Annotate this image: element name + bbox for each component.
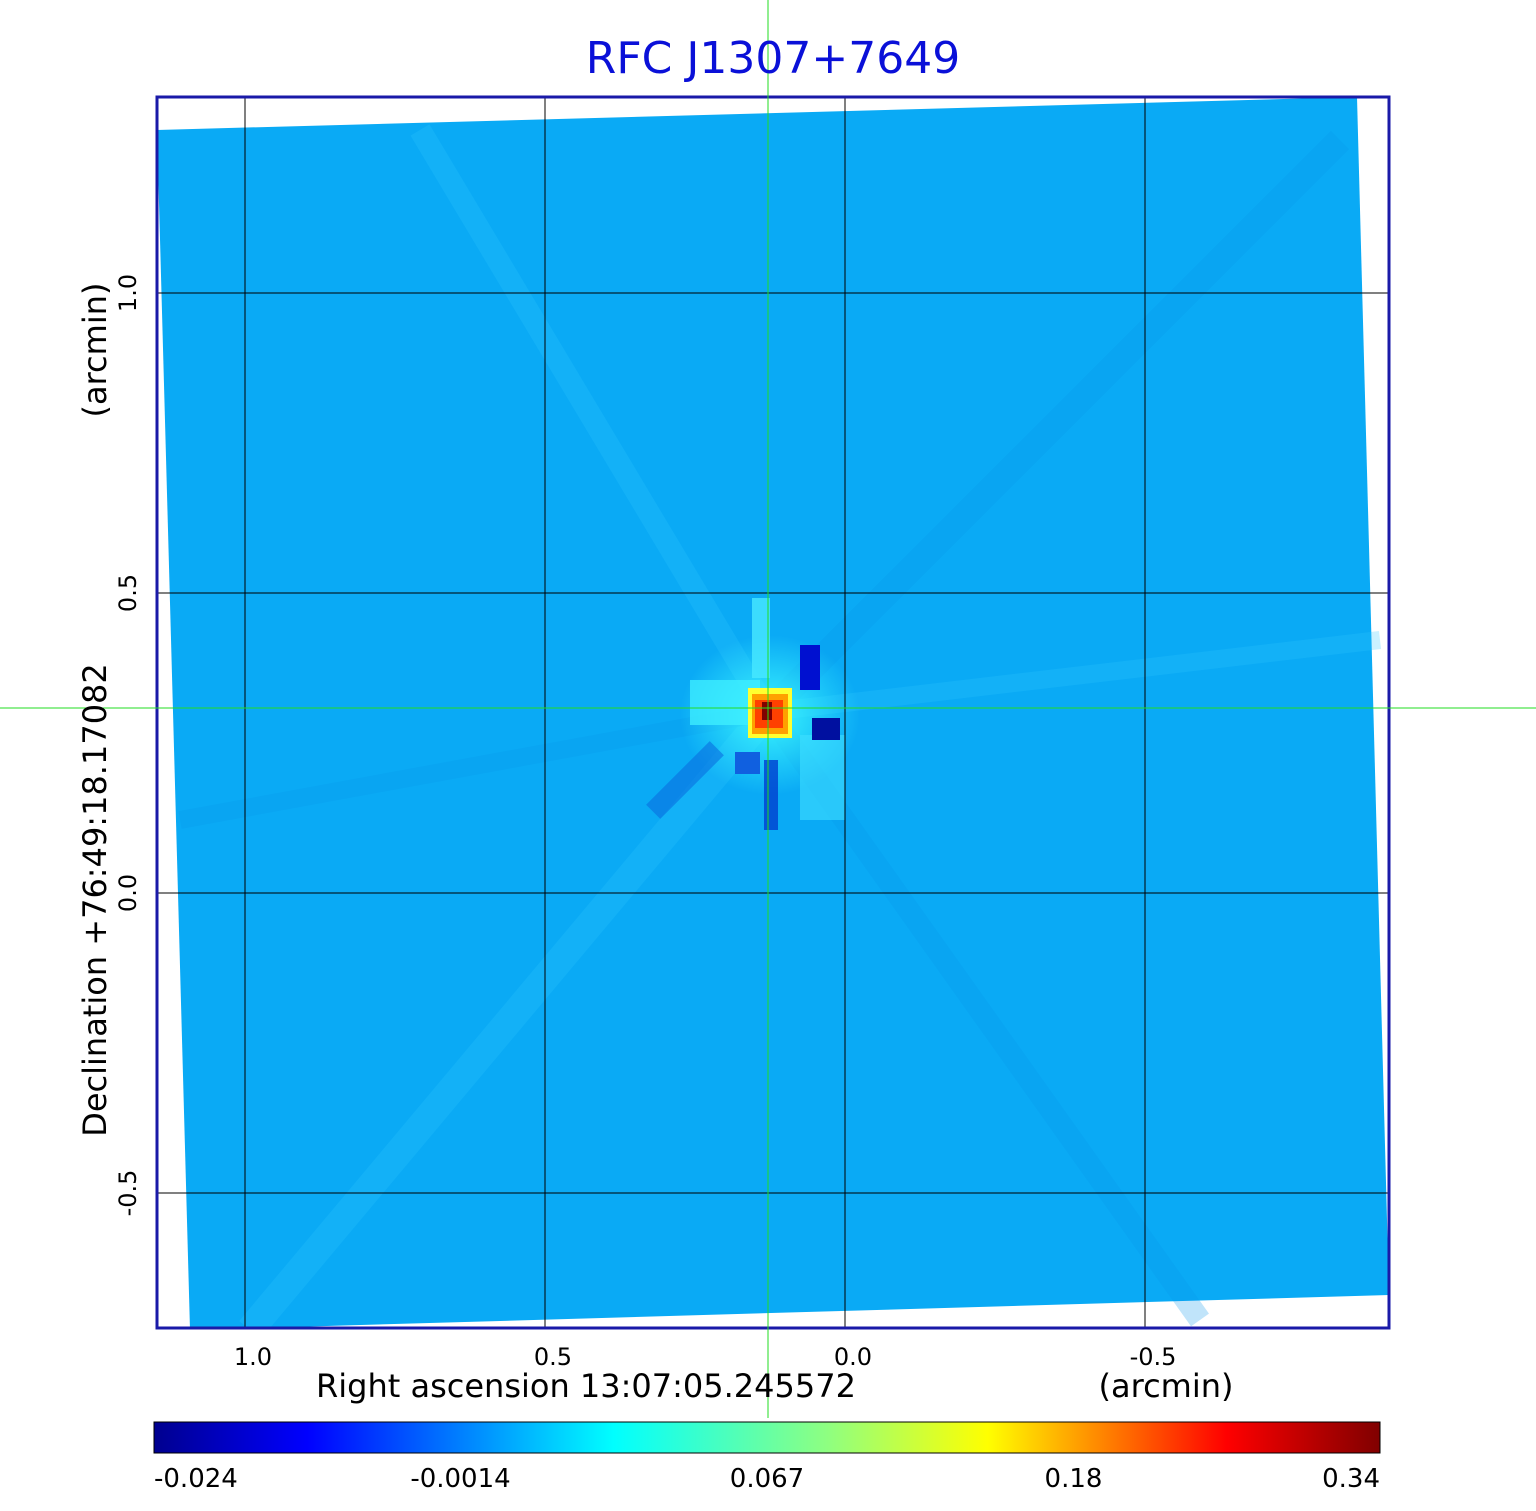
y-tick-label: 1.0	[114, 274, 142, 312]
y-axis-unit: (arcmin)	[76, 283, 114, 418]
colorbar-tick-label: 0.34	[1322, 1464, 1380, 1494]
y-tick-label: 0.0	[114, 874, 142, 912]
colorbar-tick-label: -0.024	[154, 1464, 238, 1494]
colorbar-tick-label: 0.067	[730, 1464, 804, 1494]
x-axis-label: Right ascension 13:07:05.245572	[316, 1367, 856, 1405]
y-axis-label: Declination +76:49:18.17082	[76, 663, 114, 1137]
x-tick-label: 0.5	[534, 1343, 572, 1371]
y-tick-label: -0.5	[114, 1170, 142, 1217]
x-axis-unit: (arcmin)	[1099, 1367, 1234, 1405]
y-tick-label: 0.5	[114, 574, 142, 612]
colorbar	[153, 1421, 1381, 1454]
x-tick-label: 0.0	[834, 1343, 872, 1371]
x-tick-label: 1.0	[234, 1343, 272, 1371]
sidelobe-streaks	[178, 124, 1382, 1328]
coordinate-grid	[157, 97, 1389, 1328]
x-tick-label: -0.5	[1130, 1343, 1177, 1371]
plot-frame	[155, 95, 1391, 1330]
colorbar-tick-label: 0.18	[1045, 1464, 1103, 1494]
figure-title: RFC J1307+7649	[586, 33, 960, 84]
crosshair	[0, 0, 1536, 1418]
y-tick-labels: 1.0 0.5 0.0 -0.5	[114, 274, 142, 1217]
x-tick-labels: 1.0 0.5 0.0 -0.5	[234, 1343, 1177, 1371]
colorbar-tick-label: -0.0014	[410, 1464, 510, 1494]
radio-source	[646, 598, 860, 830]
colorbar-tick-labels: -0.024 -0.0014 0.067 0.18 0.34	[154, 1464, 1380, 1494]
radio-image	[157, 97, 1389, 1328]
